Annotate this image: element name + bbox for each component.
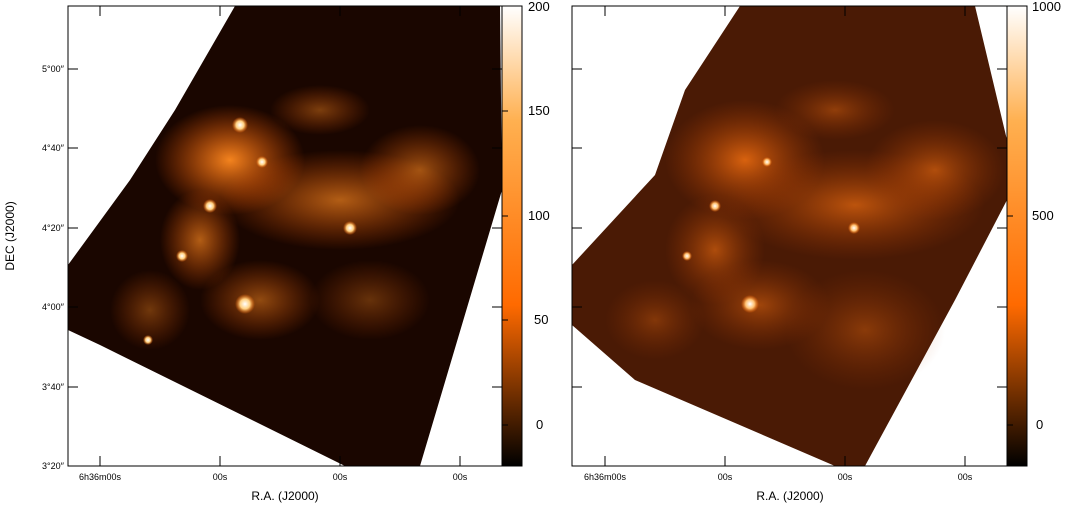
ra-tick-label: 00s (333, 472, 348, 482)
dec-tick-label: 4°00′′ (42, 302, 64, 312)
pacs160-panel: 6h36m00s 00s 00s 00s R.A. (J2000) PACS 1… (571, 5, 1028, 503)
ra-tick-label: 00s (718, 472, 733, 482)
pacs70-ra-axis (99, 6, 461, 466)
dec-axis-label: DEC (J2000) (3, 201, 17, 270)
pacs160-ra-axis (604, 6, 966, 466)
pacs70-colorbar-labels: 200 150 100 50 0 (528, 0, 568, 470)
pacs70-colorbar-ticks (502, 5, 508, 426)
dec-tick-label: 5°00′′ (42, 64, 64, 74)
pacs70-map-image (68, 6, 502, 466)
colorbar-tick-label: 0 (536, 417, 544, 432)
ra-tick-label: 00s (213, 472, 228, 482)
colorbar-tick-label: 150 (528, 103, 550, 118)
colorbar-tick-label: 1000 (1032, 0, 1061, 14)
pacs160-title: PACS 160μm (585, 36, 665, 51)
pacs160-point-sources (682, 157, 860, 313)
dec-tick-label: 3°40′′ (42, 382, 64, 392)
pacs160-dec-axis (572, 68, 1007, 388)
pacs70-point-sources (143, 117, 357, 345)
pacs160-colorbar-ticks (1007, 5, 1013, 426)
pacs70-title: PACS 70μm (80, 36, 153, 51)
pacs70-dec-axis (68, 68, 502, 467)
colorbar-tick-label: 500 (1032, 208, 1054, 223)
pacs70-emission (110, 85, 480, 350)
colorbar-tick-label: 100 (528, 208, 550, 223)
ra-tick-label: 6h36m00s (79, 472, 122, 482)
ra-tick-label: 6h36m00s (584, 472, 627, 482)
dec-tick-label: 4°40′′ (42, 143, 64, 153)
colorbar-tick-label: 0 (1036, 417, 1044, 432)
ra-tick-label: 00s (453, 472, 468, 482)
pacs160-emission (605, 80, 1005, 390)
pacs70-panel: 5°00′′ 4°40′′ 4°20′′ 4°00′′ 3°40′′ 3°20′… (3, 5, 523, 503)
colorbar-tick-label: 50 (534, 312, 549, 327)
pacs160-map-image (572, 6, 1007, 466)
ra-axis-label: R.A. (J2000) (756, 489, 823, 503)
ra-tick-label: 00s (838, 472, 853, 482)
ra-tick-label: 00s (958, 472, 973, 482)
pacs70-colorbar (501, 5, 523, 467)
ra-axis-label: R.A. (J2000) (251, 489, 318, 503)
colorbar-tick-label: 200 (528, 0, 550, 14)
dec-tick-label: 4°20′′ (42, 223, 64, 233)
pacs160-colorbar (1006, 5, 1028, 467)
pacs160-colorbar-labels: 1000 500 0 (1032, 0, 1070, 470)
dec-tick-label: 3°20′′ (42, 461, 64, 471)
